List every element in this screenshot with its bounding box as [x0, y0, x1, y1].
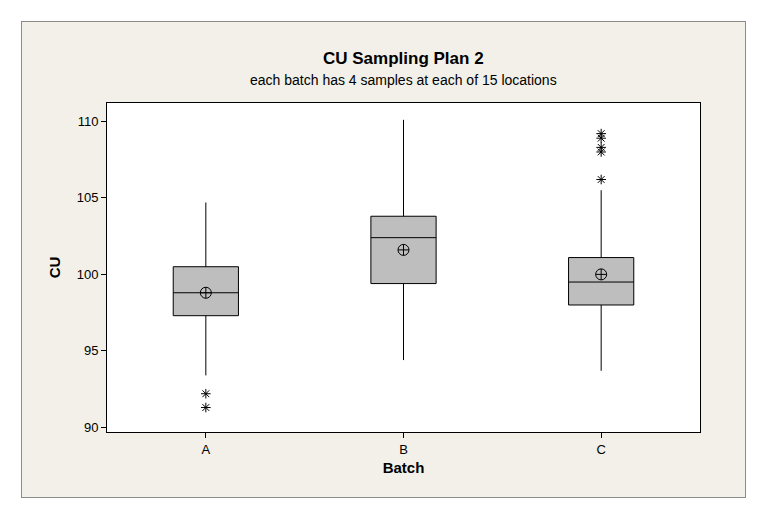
svg-text:95: 95 — [84, 343, 98, 358]
svg-text:90: 90 — [84, 420, 98, 435]
svg-text:B: B — [399, 442, 408, 457]
svg-text:100: 100 — [77, 267, 99, 282]
svg-text:Batch: Batch — [383, 459, 425, 476]
svg-text:CU: CU — [46, 257, 63, 279]
svg-text:each batch has 4 samples at ea: each batch has 4 samples at each of 15 l… — [250, 72, 557, 88]
svg-text:A: A — [201, 442, 210, 457]
svg-text:105: 105 — [77, 190, 99, 205]
svg-text:110: 110 — [78, 114, 99, 129]
svg-text:CU Sampling Plan 2: CU Sampling Plan 2 — [323, 49, 484, 68]
svg-text:C: C — [596, 442, 605, 457]
